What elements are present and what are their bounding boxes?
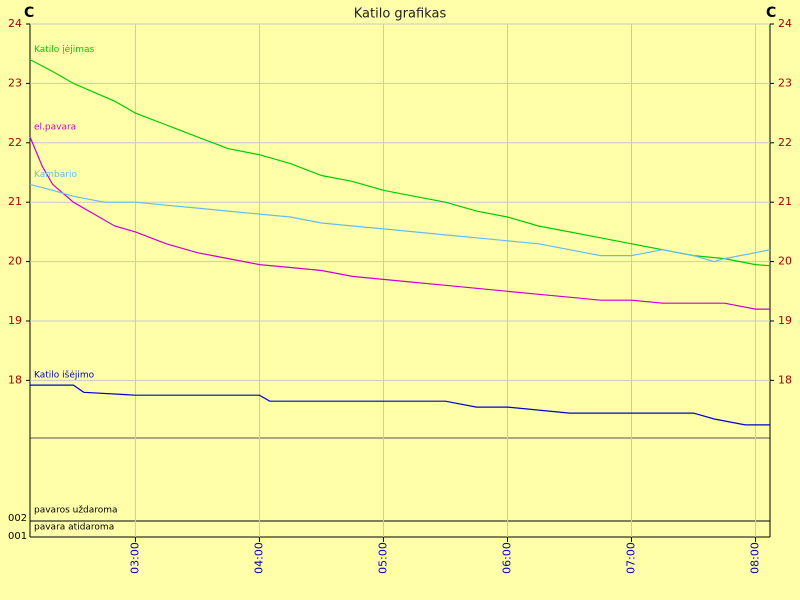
y-unit: C (24, 5, 34, 21)
panel-tick: 002 (8, 513, 27, 524)
series-line (29, 136, 770, 310)
series-label: Katilo įėjimas (34, 45, 94, 55)
x-tick-label: 04:00 (252, 542, 265, 574)
y-unit: C (766, 5, 776, 21)
y-tick-label: 21 (8, 195, 22, 208)
y-tick-label: 19 (8, 314, 22, 327)
x-tick-label: 07:00 (625, 542, 638, 574)
y-tick-label: 24 (778, 17, 792, 30)
y-tick-label: 20 (778, 255, 792, 268)
series-label: Katilo išėjimo (34, 370, 95, 381)
y-tick-label: 22 (778, 136, 792, 149)
y-tick-label: 18 (778, 373, 792, 386)
y-tick-label: 20 (8, 255, 22, 268)
x-tick-label: 05:00 (376, 542, 389, 574)
y-tick-label: 24 (8, 17, 22, 30)
series-label: Kambario (34, 170, 77, 180)
panel-label: pavaros uždaroma (34, 506, 118, 516)
series-line (30, 384, 770, 426)
x-tick-label: 06:00 (500, 542, 513, 574)
y-tick-label: 19 (778, 314, 792, 327)
y-tick-label: 23 (778, 76, 792, 89)
panel-label: pavara atidaroma (34, 523, 114, 533)
x-tick-label: 08:00 (749, 542, 762, 574)
y-tick-label: 21 (778, 195, 792, 208)
y-tick-label: 18 (8, 373, 22, 386)
series-line (29, 183, 771, 263)
series-line (29, 59, 771, 267)
x-tick-label: 03:00 (128, 542, 141, 574)
panel-tick: 001 (8, 531, 27, 542)
y-tick-label: 23 (8, 76, 22, 89)
y-tick-label: 22 (8, 136, 22, 149)
series-label: el.pavara (34, 122, 76, 132)
chart-title: Katilo grafikas (354, 7, 447, 22)
